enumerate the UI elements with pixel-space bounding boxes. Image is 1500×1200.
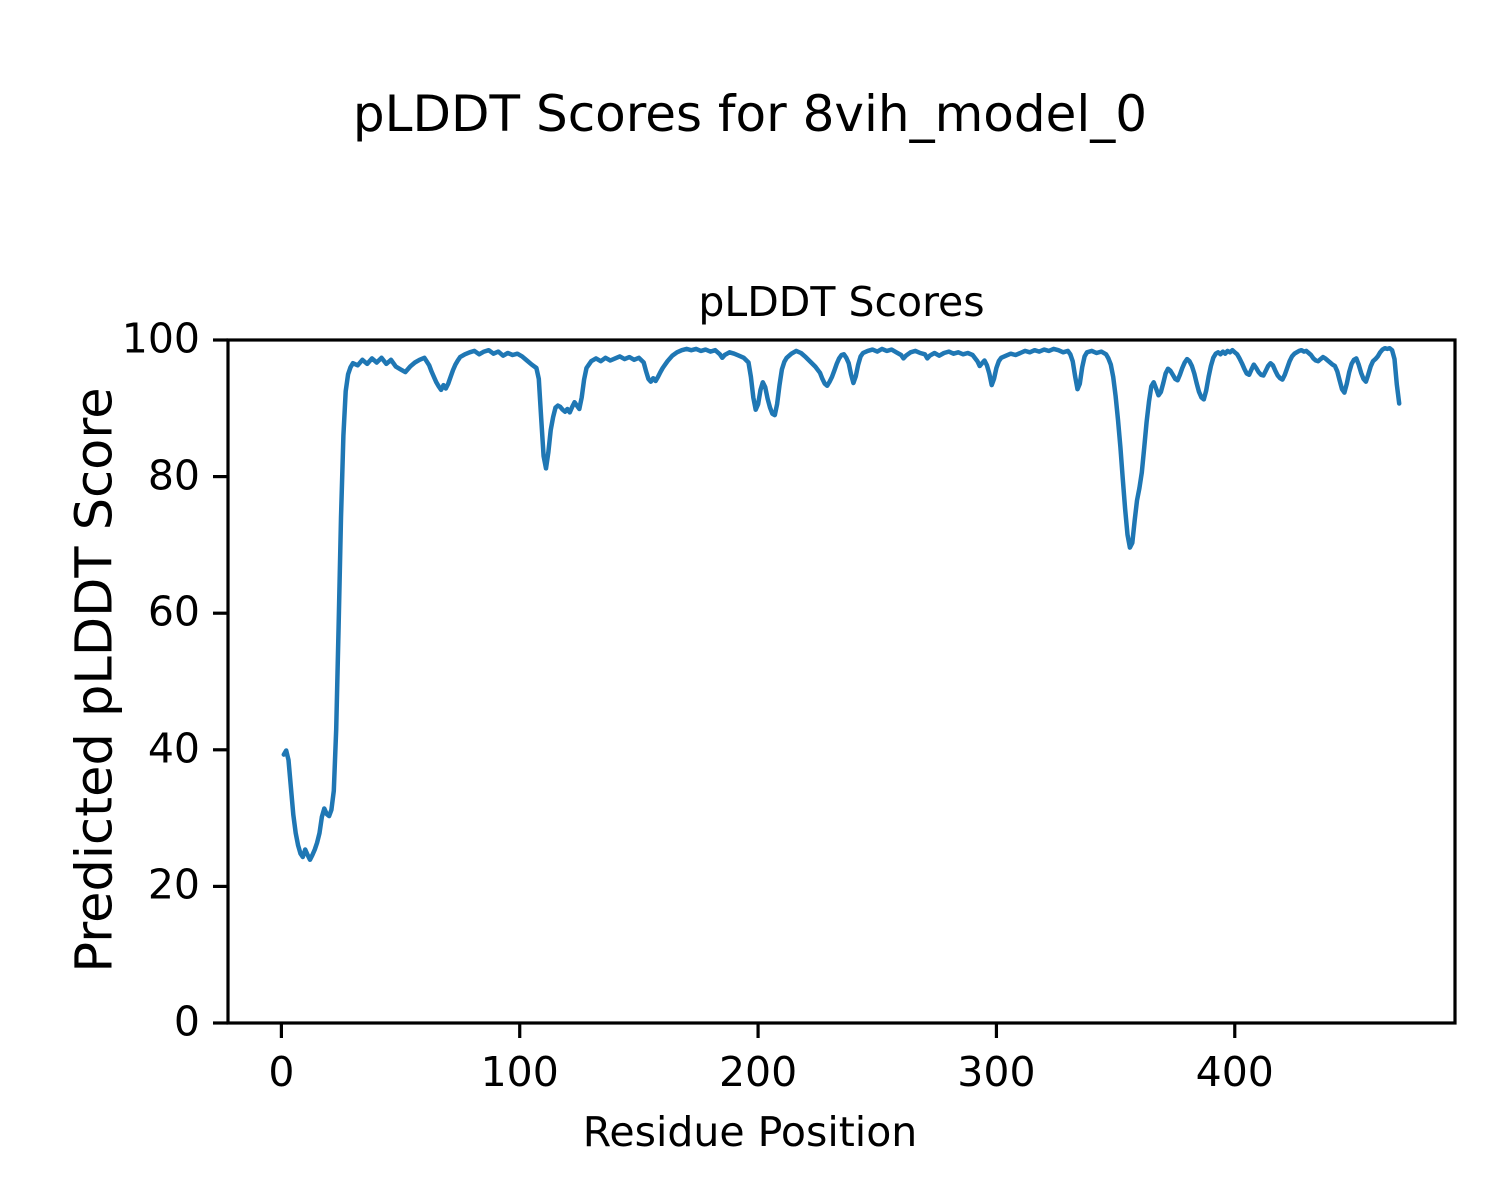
x-tick-label: 300 <box>957 1048 1036 1096</box>
y-tick-label: 0 <box>173 997 200 1046</box>
y-tick-label: 40 <box>147 724 200 773</box>
tick-marks <box>213 338 1237 1038</box>
x-tick-label: 100 <box>480 1048 559 1096</box>
figure-title: pLDDT Scores for 8vih_model_0 <box>352 85 1148 143</box>
x-tick-label: 0 <box>268 1048 295 1096</box>
y-tick-label: 80 <box>147 451 200 500</box>
plddt-line <box>281 345 1402 863</box>
y-tick-label: 20 <box>147 861 200 910</box>
axes-title: pLDDT Scores <box>698 278 985 326</box>
x-tick-label: 200 <box>718 1048 798 1096</box>
x-axis-label: Residue Position <box>582 1108 918 1156</box>
y-tick-label: 100 <box>121 314 200 363</box>
y-tick-label: 60 <box>147 587 200 636</box>
axes-frame <box>226 338 1457 1025</box>
x-tick-label: 400 <box>1195 1048 1274 1096</box>
